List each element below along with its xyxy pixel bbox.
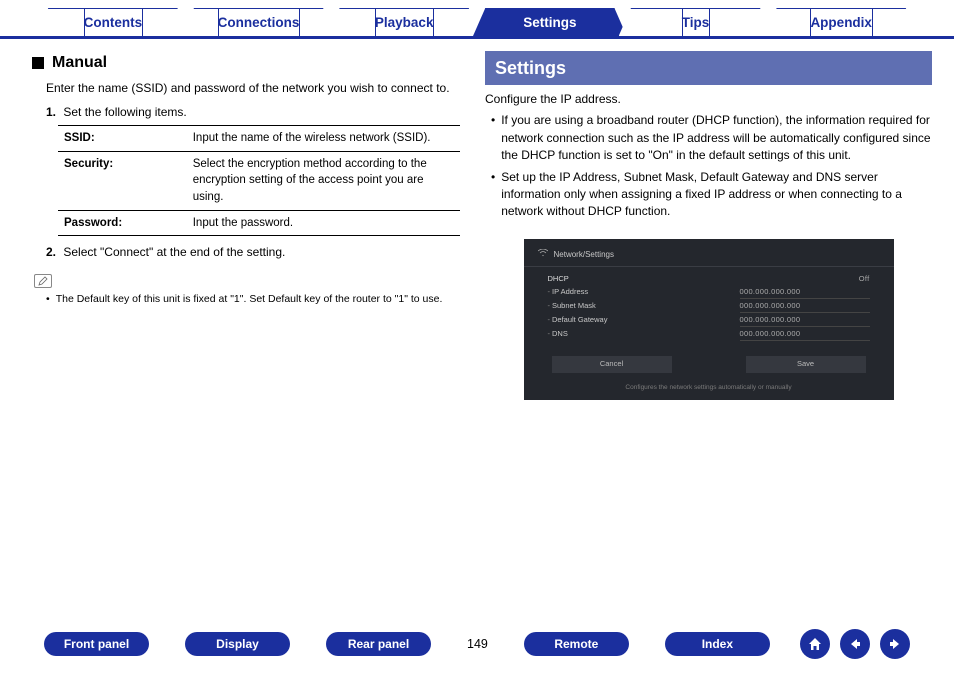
gw-row: Default Gateway 000.000.000.000	[548, 314, 870, 328]
panel-title: Network/Settings	[554, 249, 614, 261]
ip-label: IP Address	[548, 287, 589, 299]
note-text: • The Default key of this unit is fixed …	[46, 292, 469, 307]
ssid-key: SSID:	[58, 125, 187, 151]
panel-buttons: Cancel Save	[524, 342, 894, 377]
step-1: 1. Set the following items.	[46, 104, 469, 121]
table-row: Security: Select the encryption method a…	[58, 151, 460, 210]
dns-label: DNS	[548, 329, 568, 341]
step-2-text: Select "Connect" at the end of the setti…	[63, 245, 285, 259]
rear-panel-button[interactable]: Rear panel	[326, 632, 431, 656]
remote-button[interactable]: Remote	[524, 632, 629, 656]
right-column: Settings Configure the IP address. • If …	[485, 51, 932, 400]
tab-appendix[interactable]: Appendix	[764, 8, 918, 36]
tab-contents[interactable]: Contents	[36, 8, 190, 36]
password-key: Password:	[58, 210, 187, 236]
home-icon[interactable]	[800, 629, 830, 659]
settings-table: SSID: Input the name of the wireless net…	[58, 125, 460, 236]
left-column: Manual Enter the name (SSID) and passwor…	[22, 51, 469, 400]
mask-row: Subnet Mask 000.000.000.000	[548, 300, 870, 314]
security-val: Select the encryption method according t…	[187, 151, 461, 210]
step-1-text: Set the following items.	[63, 105, 186, 119]
mask-label: Subnet Mask	[548, 301, 596, 313]
dhcp-row: DHCP Off	[548, 273, 870, 286]
ip-row: IP Address 000.000.000.000	[548, 286, 870, 300]
bullet-2: • Set up the IP Address, Subnet Mask, De…	[491, 169, 932, 221]
panel-footer-text: Configures the network settings automati…	[524, 377, 894, 392]
front-panel-button[interactable]: Front panel	[44, 632, 149, 656]
dns-value: 000.000.000.000	[740, 329, 870, 341]
tab-tips[interactable]: Tips	[619, 8, 773, 36]
manual-heading-text: Manual	[52, 51, 107, 74]
panel-title-row: Network/Settings	[524, 249, 894, 268]
square-bullet-icon	[32, 57, 44, 69]
save-button[interactable]: Save	[746, 356, 866, 373]
mask-value: 000.000.000.000	[740, 301, 870, 313]
page-number: 149	[467, 637, 488, 651]
nav-icon-group	[800, 629, 910, 659]
gw-value: 000.000.000.000	[740, 315, 870, 327]
gw-label: Default Gateway	[548, 315, 608, 327]
manual-intro: Enter the name (SSID) and password of th…	[46, 80, 469, 97]
top-nav: Contents Connections Playback Settings T…	[0, 0, 954, 39]
bullet-1-text: If you are using a broadband router (DHC…	[501, 112, 932, 164]
ip-value: 000.000.000.000	[740, 287, 870, 299]
bullet-2-text: Set up the IP Address, Subnet Mask, Defa…	[501, 169, 932, 221]
index-button[interactable]: Index	[665, 632, 770, 656]
bullet-dot: •	[46, 292, 50, 307]
display-button[interactable]: Display	[185, 632, 290, 656]
prev-arrow-icon[interactable]	[840, 629, 870, 659]
tab-connections[interactable]: Connections	[182, 8, 336, 36]
settings-heading: Settings	[485, 51, 932, 85]
tab-playback[interactable]: Playback	[327, 8, 481, 36]
cancel-button[interactable]: Cancel	[552, 356, 672, 373]
bullet-dot: •	[491, 169, 495, 221]
step-2: 2. Select "Connect" at the end of the se…	[46, 244, 469, 261]
table-row: SSID: Input the name of the wireless net…	[58, 125, 460, 151]
dhcp-label: DHCP	[548, 274, 569, 285]
note-content: The Default key of this unit is fixed at…	[56, 292, 443, 307]
dns-row: DNS 000.000.000.000	[548, 328, 870, 342]
step-2-num: 2.	[46, 245, 56, 259]
ssid-val: Input the name of the wireless network (…	[187, 125, 461, 151]
dhcp-value: Off	[740, 274, 870, 285]
tab-settings[interactable]: Settings	[473, 8, 627, 36]
pencil-note-icon	[34, 274, 52, 288]
settings-intro: Configure the IP address.	[485, 91, 932, 108]
bullet-1: • If you are using a broadband router (D…	[491, 112, 932, 164]
content-area: Manual Enter the name (SSID) and passwor…	[0, 39, 954, 400]
manual-heading: Manual	[32, 51, 469, 74]
footer-nav: Front panel Display Rear panel 149 Remot…	[0, 629, 954, 659]
bullet-dot: •	[491, 112, 495, 164]
next-arrow-icon[interactable]	[880, 629, 910, 659]
security-key: Security:	[58, 151, 187, 210]
table-row: Password: Input the password.	[58, 210, 460, 236]
step-1-num: 1.	[46, 105, 56, 119]
wifi-icon	[538, 249, 548, 261]
panel-body: DHCP Off IP Address 000.000.000.000 Subn…	[524, 267, 894, 341]
password-val: Input the password.	[187, 210, 461, 236]
network-settings-panel: Network/Settings DHCP Off IP Address 000…	[524, 239, 894, 400]
